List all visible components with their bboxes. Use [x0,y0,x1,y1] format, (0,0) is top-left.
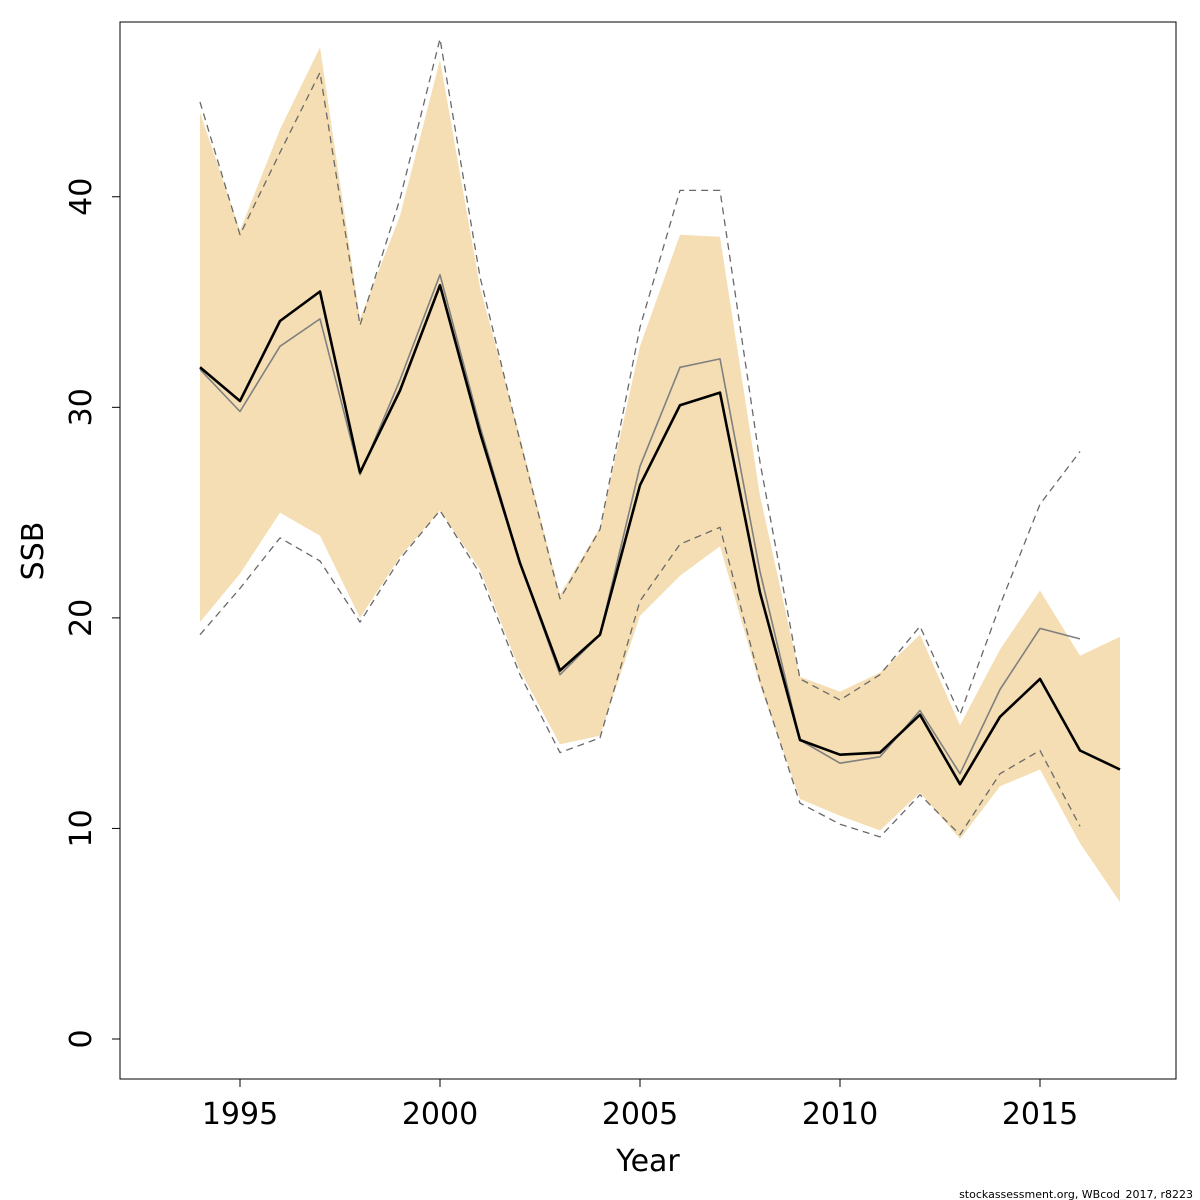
x-tick-label: 2015 [1002,1097,1078,1132]
series-line-current [199,283,1121,786]
confidence-band [200,47,1120,903]
credit-text: stockassessment.org, WBcod_2017, r8223 [959,1188,1193,1200]
x-tick-label: 2005 [602,1097,678,1132]
y-tick-label: 0 [64,1029,99,1048]
confidence-band-layer [200,47,1120,903]
x-tick-label: 1995 [202,1097,278,1132]
y-tick-label: 10 [64,809,99,847]
x-axis: 1995 2000 2005 2010 2015 [202,1078,1078,1132]
series-line-previous [199,273,1081,775]
y-axis-title: SSB [16,522,51,581]
series-line-previous-ci-lower [199,509,1081,838]
x-axis-title: Year [615,1144,680,1179]
y-tick-label: 20 [64,599,99,637]
series-line-previous-ci-upper [199,38,1081,716]
y-axis: 0 10 20 30 40 [64,178,121,1049]
y-tick-label: 30 [64,388,99,426]
y-tick-label: 40 [64,178,99,216]
x-tick-label: 2000 [402,1097,478,1132]
x-tick-label: 2010 [802,1097,878,1132]
series-layer [199,38,1121,838]
